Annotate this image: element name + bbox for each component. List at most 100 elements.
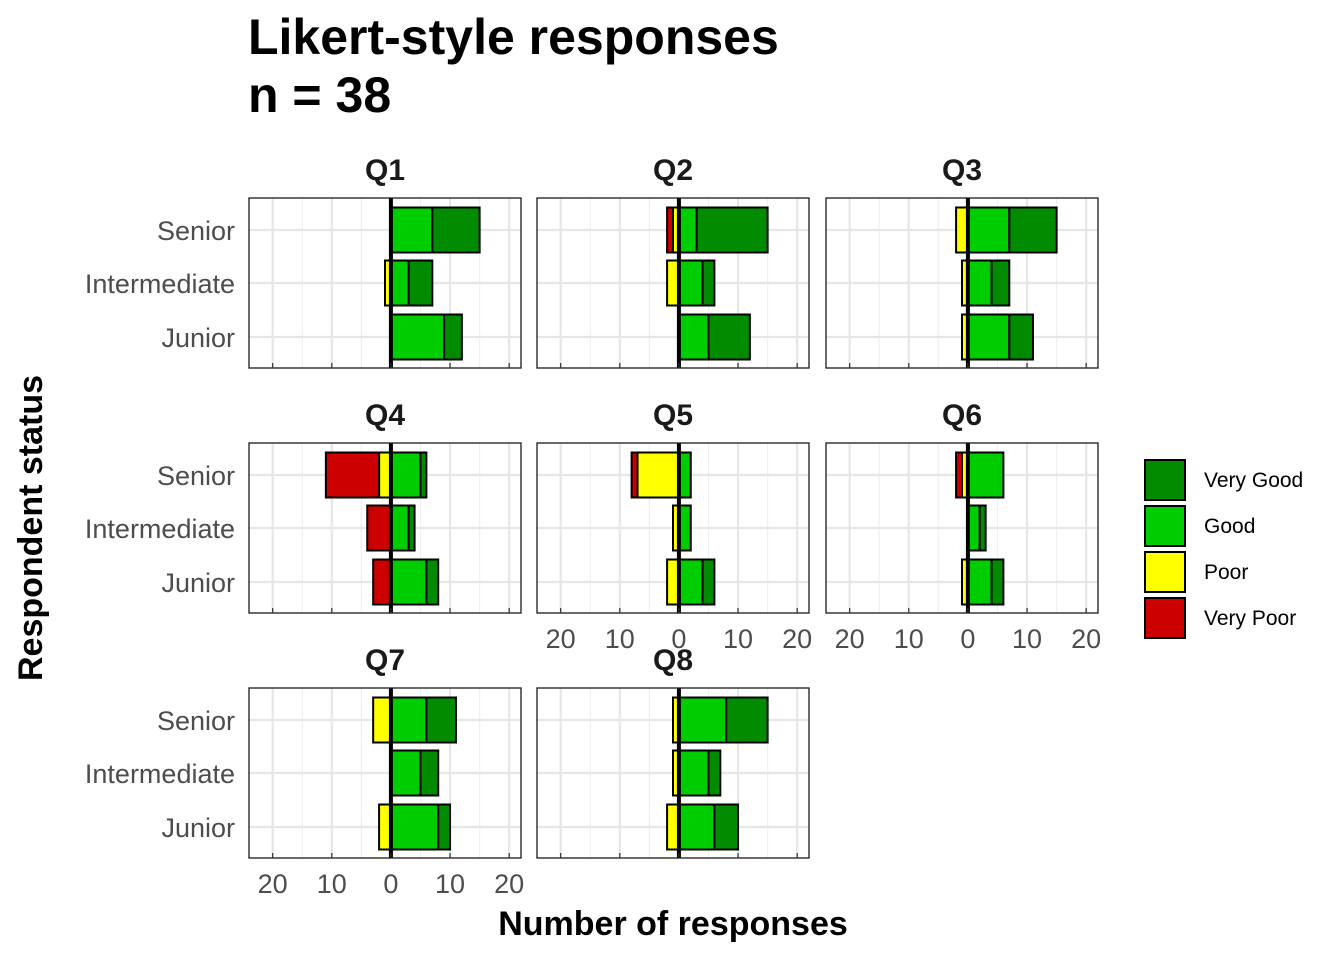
- bar-very-good: [713, 803, 740, 851]
- bar-very-good: [443, 313, 463, 361]
- y-tick-label: Senior: [157, 461, 235, 491]
- y-tick-label: Junior: [161, 323, 235, 353]
- bar-very-good: [701, 558, 716, 606]
- bar-good: [677, 259, 704, 307]
- bar-good: [677, 749, 710, 797]
- y-axis-title: Respondent status: [12, 375, 50, 681]
- x-tick-label: 10: [723, 624, 753, 654]
- bar-very-good: [990, 259, 1011, 307]
- panel-label: Q7: [365, 644, 405, 677]
- y-tick-label: Intermediate: [85, 269, 235, 299]
- bar-good: [966, 313, 1011, 361]
- y-tick-label: Intermediate: [85, 514, 235, 544]
- x-tick-label: 20: [258, 869, 288, 899]
- x-tick-label: 0: [671, 624, 686, 654]
- legend-swatch: [1144, 597, 1186, 639]
- legend-swatch: [1144, 551, 1186, 593]
- panel-border: [248, 687, 522, 859]
- x-tick-label: 10: [894, 624, 924, 654]
- y-tick-label: Senior: [157, 706, 235, 736]
- bar-very-poor: [630, 451, 639, 499]
- bar-very-poor: [366, 504, 392, 552]
- panel-border: [825, 442, 1099, 614]
- panel-border: [248, 442, 522, 614]
- bar-very-good: [725, 696, 769, 744]
- bar-very-poor: [324, 451, 381, 499]
- bar-very-poor: [666, 206, 675, 254]
- x-tick-label: 10: [435, 869, 465, 899]
- bar-good: [677, 206, 698, 254]
- legend-swatch: [1144, 459, 1186, 501]
- panel-border: [825, 197, 1099, 369]
- bar-very-good: [990, 558, 1005, 606]
- bar-good: [966, 558, 993, 606]
- bar-poor: [636, 451, 680, 499]
- panel-q1: Q1 Senior Intermediate Junior: [85, 154, 522, 369]
- bar-good: [389, 313, 446, 361]
- x-tick-label: 10: [1012, 624, 1042, 654]
- bar-good: [966, 451, 1005, 499]
- bar-very-good: [407, 259, 434, 307]
- bar-very-good: [407, 504, 416, 552]
- legend-label: Very Good: [1204, 469, 1304, 492]
- panel-border: [536, 442, 810, 614]
- bar-good: [389, 696, 428, 744]
- bar-very-good: [425, 696, 457, 744]
- panel-q5: Q5 20 10 0 10 20: [536, 399, 812, 654]
- bar-very-poor: [955, 451, 964, 499]
- bar-good: [389, 259, 410, 307]
- panel-q7: Q7 20 10 0 10 20 Senior Intermediate Junior: [85, 644, 524, 899]
- x-tick-label: 20: [835, 624, 865, 654]
- panel-label: Q3: [942, 154, 982, 187]
- bar-very-good: [707, 313, 751, 361]
- bar-very-good: [437, 803, 452, 851]
- bar-good: [677, 696, 728, 744]
- bar-poor: [372, 696, 392, 744]
- legend-label: Poor: [1204, 561, 1249, 584]
- x-tick-label: 20: [1071, 624, 1101, 654]
- x-tick-label: 20: [494, 869, 524, 899]
- x-tick-label: 0: [960, 624, 975, 654]
- panel-q6: Q6 20 10 0 10 20: [825, 399, 1101, 654]
- bar-good: [389, 803, 440, 851]
- legend-swatch: [1144, 505, 1186, 547]
- panel-border: [536, 197, 810, 369]
- bar-good: [677, 558, 704, 606]
- panel-label: Q6: [942, 399, 982, 432]
- y-tick-label: Junior: [161, 813, 235, 843]
- bar-good: [389, 749, 422, 797]
- bar-very-poor: [372, 558, 392, 606]
- bar-very-good: [419, 749, 440, 797]
- panel-q4: Q4 Senior Intermediate Junior: [85, 399, 522, 614]
- panel-label: Q5: [653, 399, 693, 432]
- chart-title-line-2: n = 38: [248, 67, 392, 123]
- panel-border: [248, 197, 522, 369]
- bar-good: [677, 803, 716, 851]
- panel-label: Q2: [653, 154, 693, 187]
- bar-good: [389, 451, 422, 499]
- bar-very-good: [1008, 206, 1058, 254]
- y-tick-label: Senior: [157, 216, 235, 246]
- panel-q2: Q2: [536, 154, 810, 369]
- bar-very-good: [431, 206, 481, 254]
- panel-border: [536, 687, 810, 859]
- x-tick-label: 20: [782, 624, 812, 654]
- x-tick-label: 20: [546, 624, 576, 654]
- bar-good: [389, 558, 428, 606]
- chart-title-line-1: Likert-style responses: [248, 9, 779, 65]
- bar-good: [389, 206, 434, 254]
- x-tick-label: 10: [317, 869, 347, 899]
- bar-good: [966, 259, 993, 307]
- bar-very-good: [1008, 313, 1034, 361]
- bar-very-good: [978, 504, 987, 552]
- bar-very-good: [701, 259, 716, 307]
- y-tick-label: Intermediate: [85, 759, 235, 789]
- x-axis-title: Number of responses: [498, 905, 848, 943]
- bar-good: [966, 206, 1011, 254]
- x-tick-label: 10: [605, 624, 635, 654]
- panel-label: Q1: [365, 154, 405, 187]
- y-tick-label: Junior: [161, 568, 235, 598]
- panel-q3: Q3: [825, 154, 1099, 369]
- bar-good: [677, 313, 710, 361]
